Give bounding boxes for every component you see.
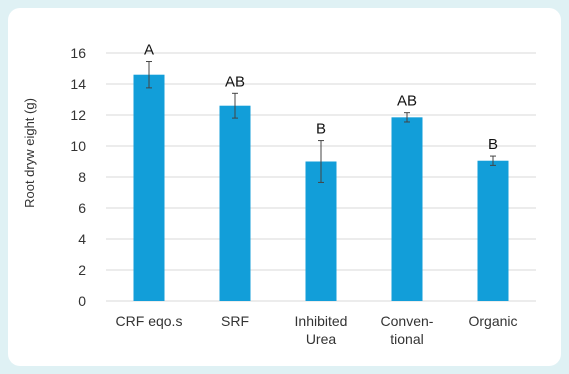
error-bar-2 — [232, 92, 238, 119]
bar-chart: 0 2 4 6 8 10 12 14 16 A AB B AB B CRF eqo.s SRF Inhibi… — [22, 42, 536, 347]
x-category-label: CRF eqo.s — [116, 313, 183, 329]
significance-label: AB — [397, 93, 417, 110]
bar-5 — [477, 160, 509, 301]
y-tick-label: 16 — [70, 45, 86, 61]
significance-label: AB — [225, 73, 245, 90]
significance-label: B — [316, 121, 326, 138]
error-bar-3 — [318, 140, 324, 183]
bar-1 — [133, 74, 165, 301]
bars — [133, 74, 509, 301]
x-category-label: Conven- — [381, 313, 434, 329]
significance-label: B — [488, 136, 498, 153]
y-axis-title: Root dryw eight (g) — [22, 98, 37, 208]
error-bar-5 — [490, 155, 496, 166]
x-axis-categories: CRF eqo.s SRF Inhibited Urea Conven-tional Or… — [116, 313, 518, 347]
significance-label: A — [144, 42, 154, 59]
y-tick-label: 2 — [78, 262, 86, 278]
y-tick-label: 0 — [78, 293, 86, 309]
y-tick-label: 8 — [78, 169, 86, 185]
y-tick-label: 10 — [70, 138, 86, 154]
y-tick-label: 12 — [70, 107, 86, 123]
error-bar-4 — [404, 112, 410, 123]
bar-3 — [305, 161, 337, 301]
y-tick-label: 14 — [70, 76, 86, 92]
y-tick-label: 6 — [78, 200, 86, 216]
x-category-label: Urea — [306, 331, 337, 347]
y-tick-label: 4 — [78, 231, 86, 247]
x-category-label: Inhibited — [295, 313, 348, 329]
x-category-label: tional — [390, 331, 423, 347]
error-bar-1 — [146, 61, 152, 89]
y-axis-ticks: 0 2 4 6 8 10 12 14 16 — [70, 45, 86, 309]
x-category-label: SRF — [221, 313, 249, 329]
significance-labels: A AB B AB B — [144, 42, 498, 154]
bar-2 — [219, 105, 251, 301]
error-bars — [146, 61, 496, 183]
bar-4 — [391, 117, 423, 301]
x-category-label: Organic — [468, 313, 517, 329]
chart-card: 0 2 4 6 8 10 12 14 16 A AB B AB B CRF eqo.s SRF Inhibi… — [8, 8, 561, 366]
